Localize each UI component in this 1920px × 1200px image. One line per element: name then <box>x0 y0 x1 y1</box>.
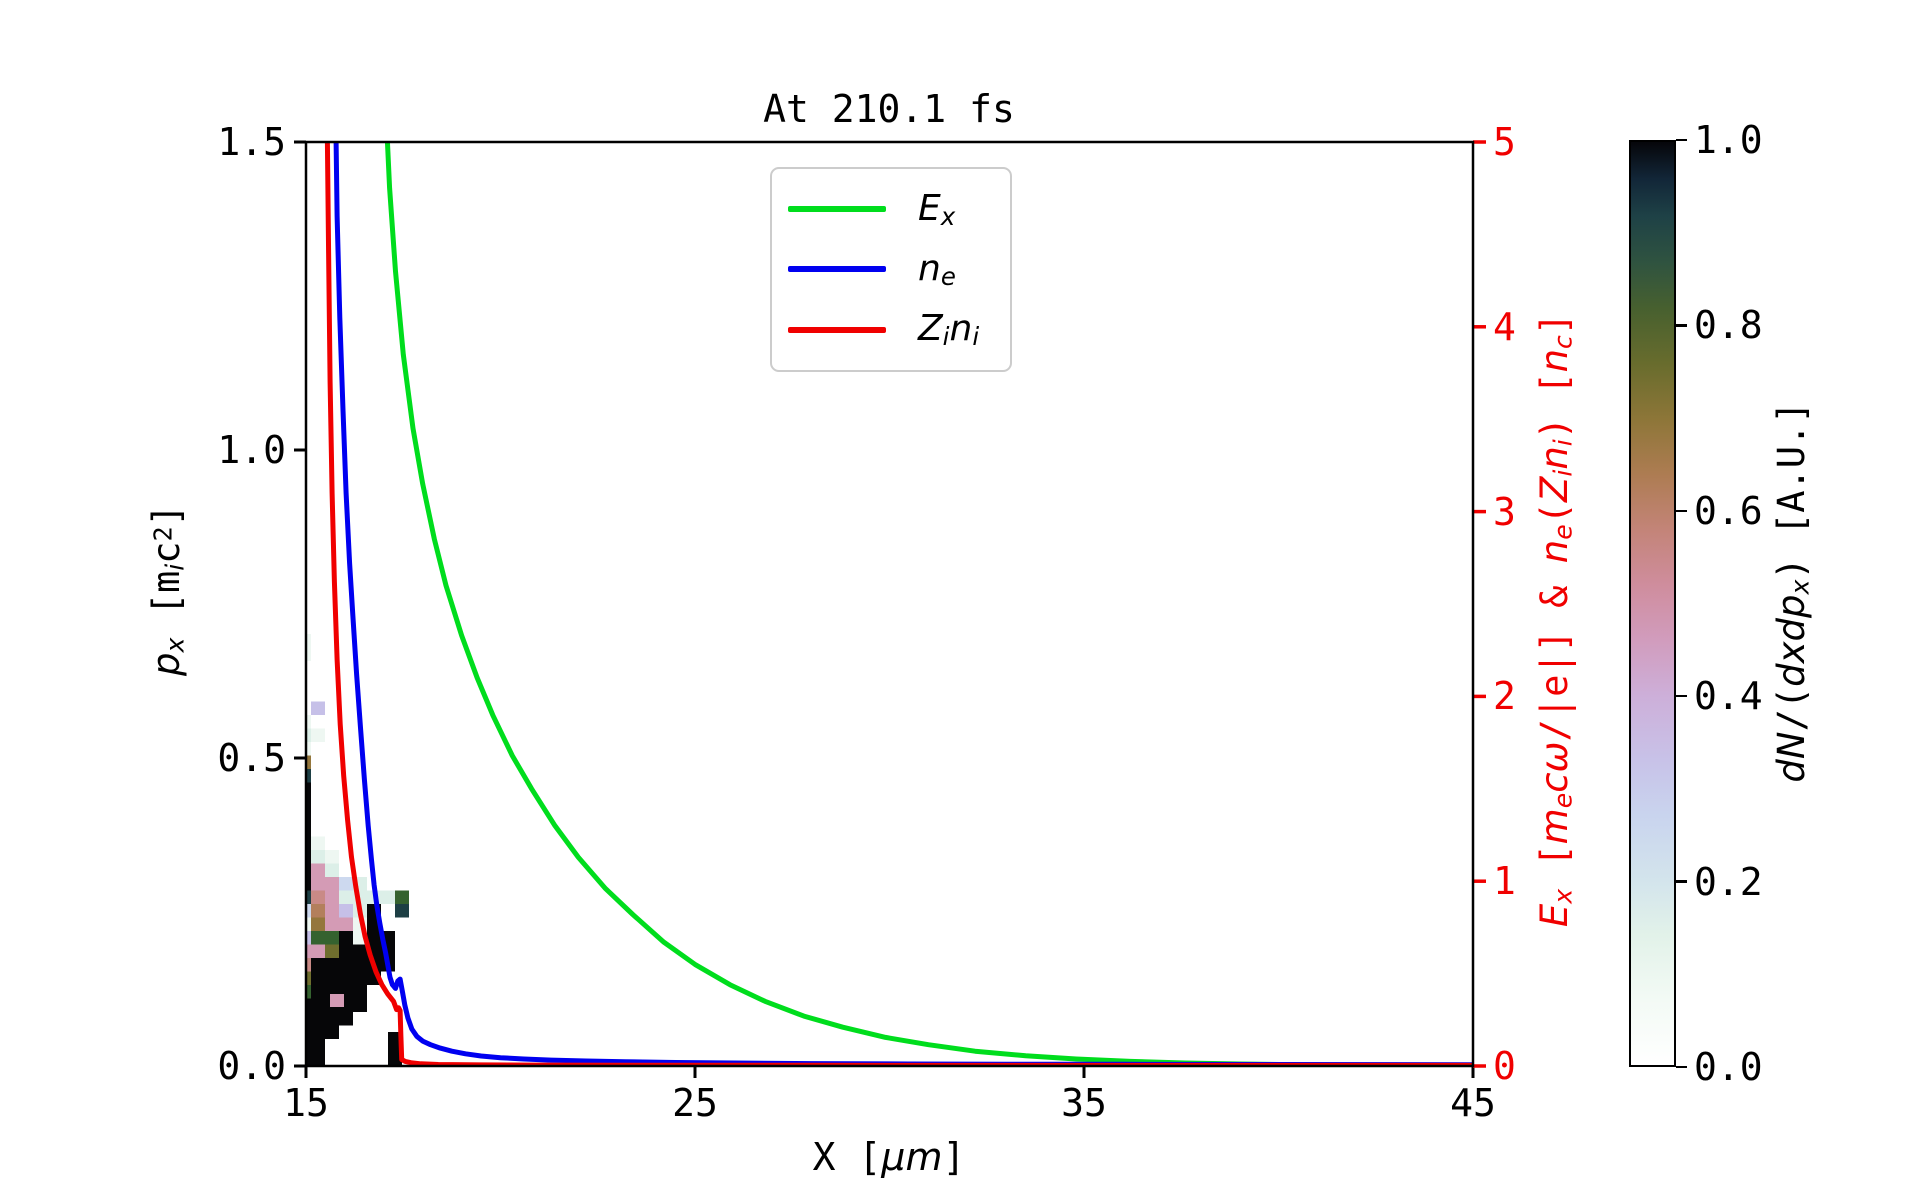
colorbar-label: dN/(dxdpx) [A.U.] <box>1770 401 1815 783</box>
histogram-cell <box>325 863 339 877</box>
colorbar-tick-mark <box>1676 138 1687 142</box>
histogram-cell <box>339 904 353 918</box>
colorbar-tick-label: 0.0 <box>1694 1045 1763 1089</box>
x-tick-label: 15 <box>283 1081 329 1125</box>
ne-curve <box>333 142 1473 1066</box>
colorbar-tick-label: 0.8 <box>1694 303 1763 348</box>
histogram-cell <box>306 715 311 729</box>
colorbar-tick-mark <box>1676 694 1687 698</box>
legend-item-label: Zini <box>918 308 980 352</box>
histogram-cell <box>306 985 311 999</box>
histogram-cell <box>311 904 325 918</box>
histogram-cell <box>306 728 311 742</box>
histogram-cell <box>306 944 311 958</box>
legend-item-label: ne <box>918 247 956 292</box>
histogram-cell <box>306 917 311 931</box>
y-axis-left-label: px [mic2] <box>145 504 190 676</box>
histogram-cell <box>306 782 311 891</box>
histogram-cell <box>395 904 409 918</box>
y-left-tick-label: 1.0 <box>217 428 286 472</box>
histogram-cell <box>311 728 325 742</box>
legend-item-label: Ex <box>918 187 956 231</box>
legend-box: Ex ne Zini <box>770 167 1012 372</box>
histogram-cell <box>311 958 325 1066</box>
y-left-tick-label: 1.5 <box>217 120 286 164</box>
histogram-cell <box>306 755 311 769</box>
histogram-cell <box>330 994 344 1007</box>
histogram-cell <box>306 742 311 756</box>
y-left-tick-label: 0.5 <box>217 736 286 780</box>
colorbar-tick-label: 1.0 <box>1694 118 1763 162</box>
histogram-cell <box>353 944 367 1012</box>
histogram-cell <box>311 944 325 958</box>
colorbar-tick-mark <box>1676 324 1687 327</box>
y-right-tick-label: 1 <box>1493 859 1516 904</box>
legend-item: ne <box>772 248 1010 291</box>
y-axis-right-label: Ex [mecω/|e|] & ne(Zini) [nc] <box>1533 312 1578 928</box>
legend-line-sample <box>788 206 886 213</box>
histogram-cell <box>311 931 325 945</box>
y-right-tick-label: 5 <box>1493 120 1516 164</box>
y-right-tick-label: 3 <box>1493 489 1516 534</box>
histogram-cell <box>306 931 311 945</box>
histogram-cell <box>306 634 311 661</box>
histogram-cell <box>325 931 339 945</box>
histogram-cell <box>311 836 325 850</box>
histogram-layer <box>306 634 409 1066</box>
histogram-cell <box>306 769 311 783</box>
histogram-cell <box>311 850 325 864</box>
histogram-cell <box>381 890 395 904</box>
histogram-cell <box>388 1032 402 1065</box>
histogram-cell <box>339 917 353 931</box>
histogram-cell <box>311 917 325 931</box>
histogram-cell <box>311 863 325 891</box>
legend-line-sample <box>788 326 886 333</box>
colorbar <box>1629 140 1676 1067</box>
y-right-tick-label: 2 <box>1493 674 1516 719</box>
histogram-cell <box>325 850 339 864</box>
colorbar-tick-label: 0.4 <box>1694 674 1763 719</box>
colorbar-tick-mark <box>1676 880 1687 883</box>
histogram-cell <box>325 944 339 958</box>
x-axis-label: X [μm] <box>812 1135 966 1179</box>
x-tick-label: 45 <box>1450 1081 1496 1125</box>
x-tick-label: 25 <box>672 1081 718 1125</box>
histogram-cell <box>325 877 339 931</box>
tickmark-layer <box>294 140 1486 1078</box>
y-right-tick-label: 4 <box>1493 304 1516 349</box>
colorbar-tick-mark <box>1676 1065 1687 1069</box>
histogram-cell <box>306 998 311 1066</box>
colorbar-tick-label: 0.2 <box>1694 859 1763 904</box>
histogram-cell <box>339 890 353 904</box>
plot-border <box>304 140 1475 1068</box>
histogram-cell <box>311 890 325 904</box>
y-left-tick-label: 0.0 <box>217 1044 286 1088</box>
legend-line-sample <box>788 266 886 273</box>
colorbar-tick-mark <box>1676 509 1687 513</box>
plot-title: At 210.1 fs <box>763 87 1015 131</box>
legend-item: Ex <box>772 188 1010 231</box>
histogram-cell <box>339 931 353 1026</box>
histogram-cell <box>339 877 353 891</box>
histogram-cell <box>311 701 325 715</box>
histogram-cell <box>306 958 311 972</box>
legend-item: Zini <box>772 308 1010 351</box>
histogram-cell <box>395 890 409 904</box>
y-right-tick-label: 0 <box>1493 1044 1516 1088</box>
histogram-cell <box>306 904 311 918</box>
histogram-cell <box>306 890 311 904</box>
histogram-cell <box>306 971 311 985</box>
colorbar-tick-label: 0.6 <box>1694 488 1763 533</box>
x-tick-label: 35 <box>1061 1081 1107 1125</box>
